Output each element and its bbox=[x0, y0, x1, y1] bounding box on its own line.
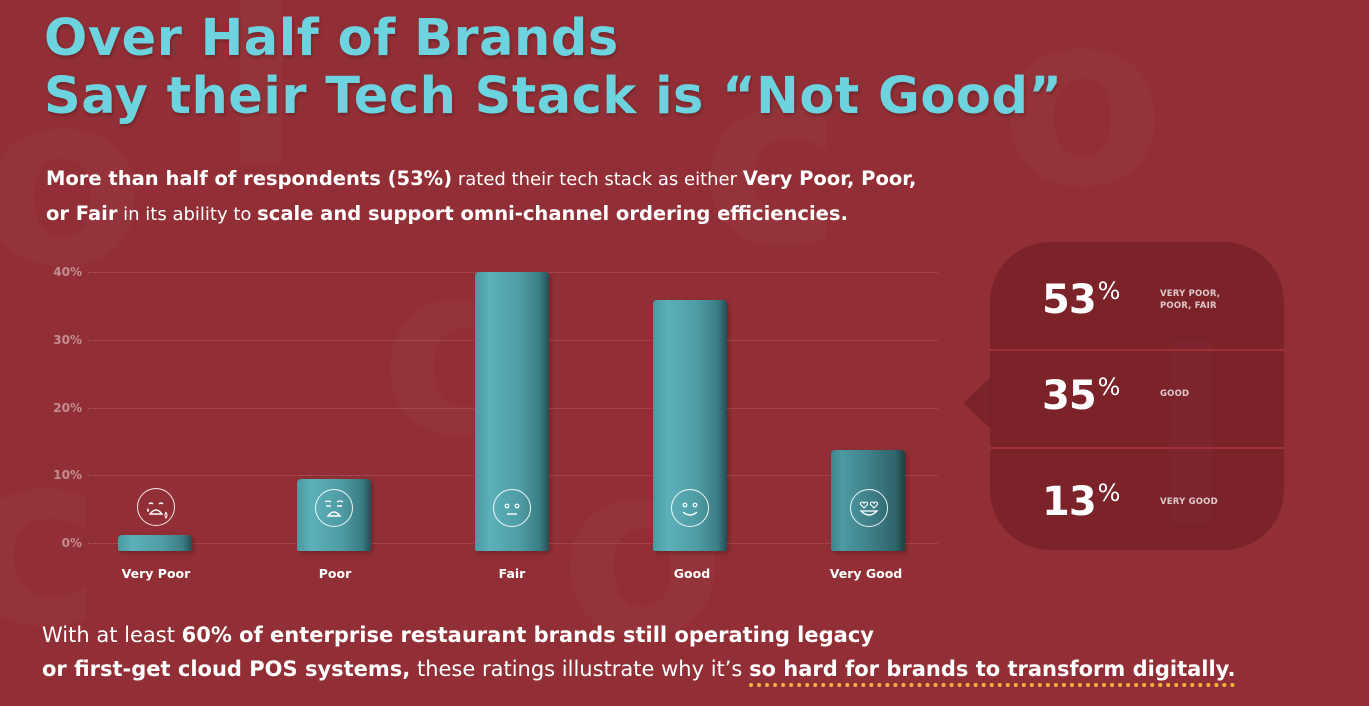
y-tick-20: 20% bbox=[53, 401, 82, 415]
title-line-1: Over Half of Brands bbox=[44, 9, 619, 68]
neutral-face-icon bbox=[493, 489, 531, 527]
heart-eyes-face-icon bbox=[850, 489, 888, 527]
worried-face-icon bbox=[315, 489, 353, 527]
subtitle-bold-1: More than half of respondents (53%) bbox=[46, 167, 453, 190]
y-tick-30: 30% bbox=[53, 333, 82, 347]
x-label-fair: Fair bbox=[498, 566, 526, 581]
y-tick-0: 0% bbox=[61, 536, 82, 550]
crying-face-icon bbox=[137, 488, 175, 526]
y-tick-40: 40% bbox=[53, 265, 82, 279]
callout-label: VERY POOR, POOR, FAIR bbox=[1160, 289, 1221, 311]
footer-text-4: these ratings illustrate why it’s bbox=[410, 657, 750, 681]
summary-callout: 53% VERY POOR, POOR, FAIR 35% GOOD 13% VE… bbox=[990, 242, 1284, 550]
x-label-very-poor: Very Poor bbox=[121, 566, 191, 581]
footer-note: With at least 60% of enterprise restaura… bbox=[42, 618, 1362, 687]
subtitle-bold-3: Very Poor, Poor, bbox=[742, 167, 917, 190]
x-label-good: Good bbox=[673, 566, 711, 581]
subtitle-text-2: rated their tech stack as either bbox=[452, 169, 743, 190]
callout-label: VERY GOOD bbox=[1160, 497, 1218, 507]
title-line-2: Say their Tech Stack is “Not Good” bbox=[44, 67, 1063, 126]
callout-row-very-good: 13% VERY GOOD bbox=[990, 452, 1284, 550]
callout-value: 53% bbox=[1042, 277, 1120, 323]
subtitle-bold-4: or Fair bbox=[46, 202, 118, 225]
page-title: Over Half of Brands Say their Tech Stack… bbox=[44, 10, 1063, 126]
footer-highlight: so hard for brands to transform digitall… bbox=[749, 657, 1236, 687]
bar-chart: 40% 30% 20% 10% 0% Very Poor Poor Fair G… bbox=[0, 255, 940, 595]
callout-value: 35% bbox=[1042, 373, 1120, 419]
footer-text-1: With at least bbox=[42, 623, 182, 647]
callout-row-not-good: 53% VERY POOR, POOR, FAIR bbox=[990, 250, 1284, 350]
x-label-very-good: Very Good bbox=[829, 566, 903, 581]
callout-pointer bbox=[963, 377, 991, 429]
footer-bold-3: or first-get cloud POS systems, bbox=[42, 657, 411, 681]
callout-value: 13% bbox=[1042, 479, 1120, 525]
callout-divider bbox=[990, 447, 1284, 449]
callout-row-good: 35% GOOD bbox=[990, 346, 1284, 446]
callout-divider bbox=[990, 349, 1284, 351]
footer-bold-2: 60% of enterprise restaurant brands stil… bbox=[181, 623, 874, 647]
subtitle: More than half of respondents (53%) rate… bbox=[46, 162, 1146, 232]
smiling-face-icon bbox=[671, 489, 709, 527]
subtitle-text-5: in its ability to bbox=[117, 204, 258, 225]
y-tick-10: 10% bbox=[53, 468, 82, 482]
subtitle-bold-6: scale and support omni-channel ordering … bbox=[257, 202, 848, 225]
x-label-poor: Poor bbox=[318, 566, 352, 581]
bar-very-poor bbox=[118, 535, 192, 551]
callout-label: GOOD bbox=[1160, 389, 1190, 399]
